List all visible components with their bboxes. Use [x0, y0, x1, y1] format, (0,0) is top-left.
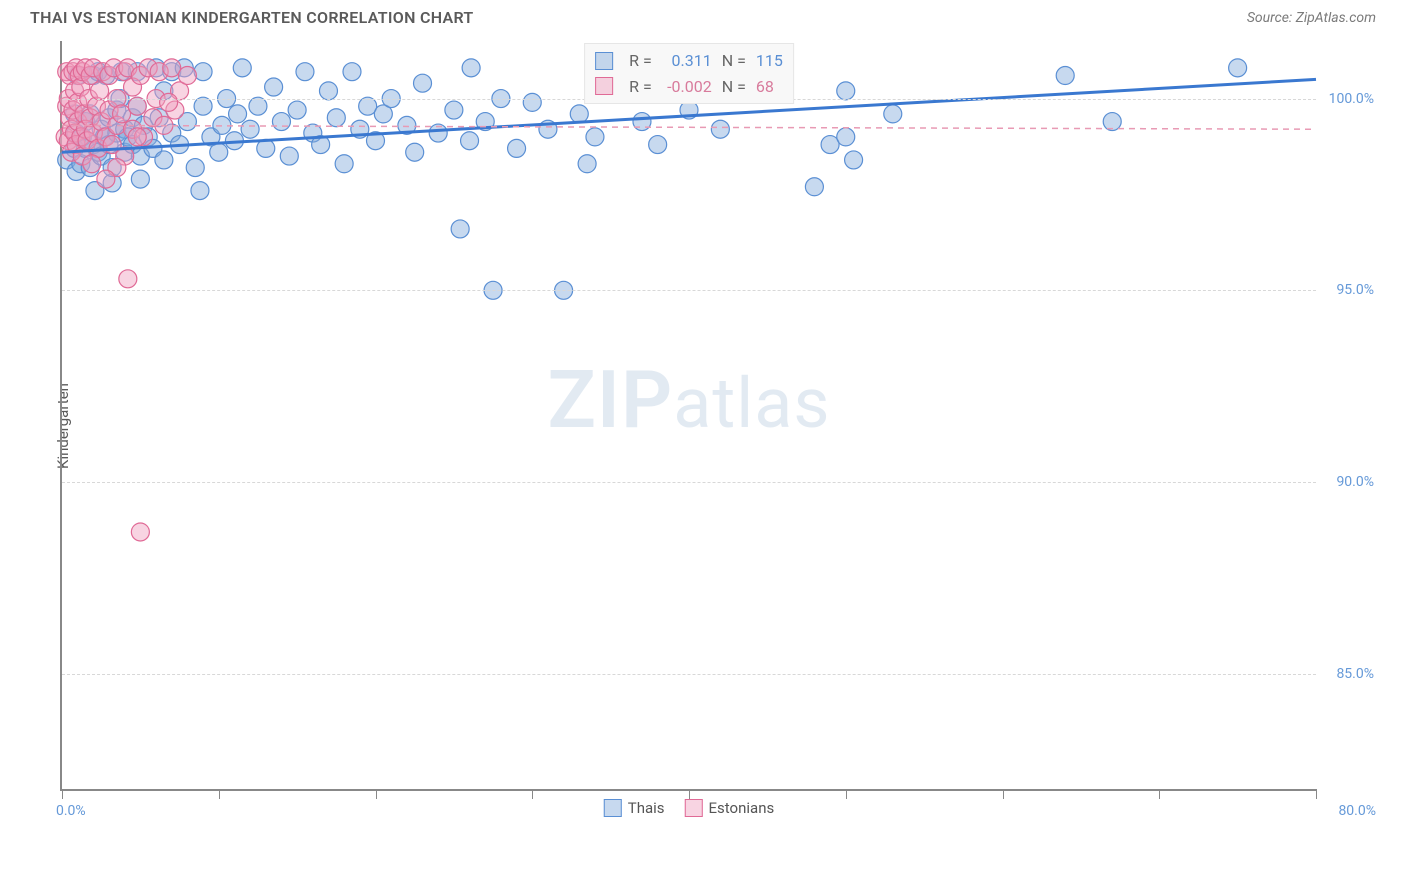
- data-point: [186, 159, 204, 177]
- xlim-min-label: 0.0%: [56, 803, 86, 819]
- ytick-label: 90.0%: [1336, 474, 1374, 490]
- data-point: [160, 93, 178, 111]
- chart-container: Kindergarten ZIPatlas R = 0.311 N = 115 …: [60, 31, 1376, 821]
- xlim-max-label: 80.0%: [1338, 803, 1376, 819]
- xtick: [1159, 789, 1160, 799]
- data-point: [128, 128, 146, 146]
- data-point: [327, 109, 345, 127]
- n-value-estonian: 68: [756, 74, 774, 100]
- r-label: R =: [629, 48, 652, 74]
- data-point: [1229, 59, 1247, 77]
- data-point: [131, 523, 149, 541]
- plot-svg: [62, 41, 1316, 789]
- correlation-box: R = 0.311 N = 115 R = -0.002 N = 68: [584, 43, 794, 104]
- data-point: [229, 105, 247, 123]
- data-point: [131, 170, 149, 188]
- data-point: [461, 132, 479, 150]
- data-point: [414, 74, 432, 92]
- corr-row-thai: R = 0.311 N = 115: [595, 48, 783, 74]
- legend-item-estonian: Estonians: [685, 799, 775, 817]
- data-point: [462, 59, 480, 77]
- gridline: [62, 674, 1316, 675]
- page-title: THAI VS ESTONIAN KINDERGARTEN CORRELATIO…: [30, 8, 474, 27]
- xtick: [846, 789, 847, 799]
- data-point: [272, 113, 290, 131]
- xtick: [62, 789, 63, 799]
- xtick: [532, 789, 533, 799]
- swatch-thai: [595, 52, 613, 70]
- ytick-label: 100.0%: [1329, 91, 1374, 107]
- corr-row-estonian: R = -0.002 N = 68: [595, 74, 783, 100]
- data-point: [845, 151, 863, 169]
- data-point: [445, 101, 463, 119]
- data-point: [523, 93, 541, 111]
- r-label: R =: [629, 74, 652, 100]
- legend-label-estonian: Estonians: [709, 799, 775, 817]
- xtick: [376, 789, 377, 799]
- data-point: [265, 78, 283, 96]
- data-point: [578, 155, 596, 173]
- data-point: [249, 97, 267, 115]
- data-point: [1056, 67, 1074, 85]
- data-point: [83, 155, 101, 173]
- data-point: [288, 101, 306, 119]
- header-bar: THAI VS ESTONIAN KINDERGARTEN CORRELATIO…: [0, 0, 1406, 31]
- n-label: N =: [722, 74, 746, 100]
- data-point: [649, 136, 667, 154]
- source-label: Source: ZipAtlas.com: [1247, 10, 1376, 26]
- data-point: [805, 178, 823, 196]
- plot-area: ZIPatlas R = 0.311 N = 115 R = -0.002 N …: [60, 41, 1316, 791]
- data-point: [155, 151, 173, 169]
- xtick: [1316, 789, 1317, 799]
- data-point: [837, 128, 855, 146]
- data-point: [335, 155, 353, 173]
- data-point: [97, 170, 115, 188]
- data-point: [570, 105, 588, 123]
- legend-swatch-estonian: [685, 799, 703, 817]
- legend-item-thai: Thais: [604, 799, 665, 817]
- data-point: [241, 120, 259, 138]
- data-point: [178, 67, 196, 85]
- data-point: [343, 63, 361, 81]
- data-point: [210, 143, 228, 161]
- legend: Thais Estonians: [604, 799, 774, 817]
- legend-label-thai: Thais: [628, 799, 665, 817]
- data-point: [837, 82, 855, 100]
- data-point: [586, 128, 604, 146]
- data-point: [280, 147, 298, 165]
- data-point: [191, 182, 209, 200]
- data-point: [119, 270, 137, 288]
- data-point: [233, 59, 251, 77]
- data-point: [194, 63, 212, 81]
- data-point: [451, 220, 469, 238]
- data-point: [296, 63, 314, 81]
- data-point: [406, 143, 424, 161]
- data-point: [128, 97, 146, 115]
- swatch-estonian: [595, 77, 613, 95]
- data-point: [884, 105, 902, 123]
- xtick: [219, 789, 220, 799]
- legend-swatch-thai: [604, 799, 622, 817]
- data-point: [194, 97, 212, 115]
- data-point: [711, 120, 729, 138]
- gridline: [62, 482, 1316, 483]
- r-value-estonian: -0.002: [662, 74, 712, 100]
- xtick: [1003, 789, 1004, 799]
- n-label: N =: [722, 48, 746, 74]
- gridline: [62, 290, 1316, 291]
- ytick-label: 85.0%: [1336, 666, 1374, 682]
- xtick: [689, 789, 690, 799]
- r-value-thai: 0.311: [662, 48, 712, 74]
- n-value-thai: 115: [756, 48, 783, 74]
- data-point: [319, 82, 337, 100]
- data-point: [508, 139, 526, 157]
- ytick-label: 95.0%: [1336, 282, 1374, 298]
